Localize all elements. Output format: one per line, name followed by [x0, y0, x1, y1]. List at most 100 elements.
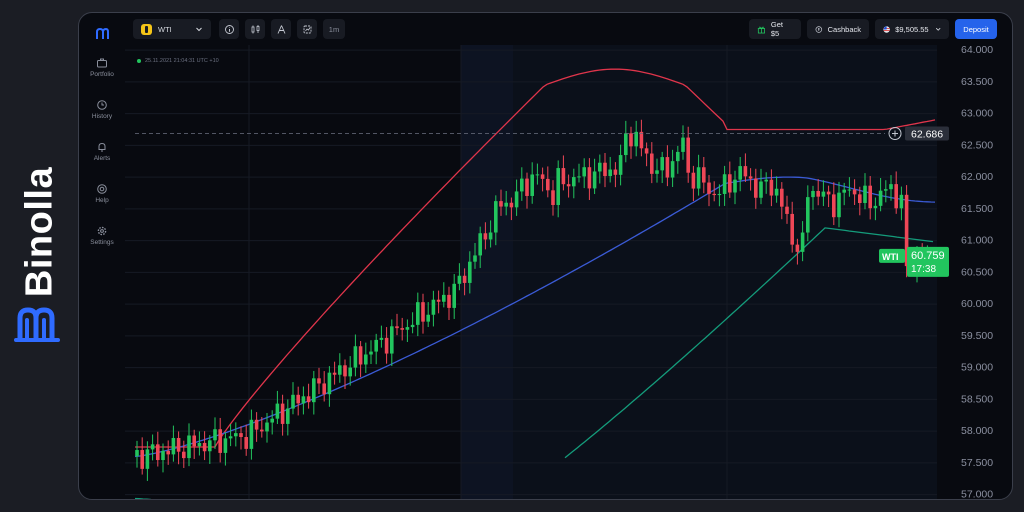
candle-body — [634, 131, 638, 147]
candle-body — [416, 302, 420, 325]
candle-body — [826, 191, 831, 195]
sidebar-item-portfolio[interactable]: Portfolio — [79, 57, 125, 78]
candle-body — [442, 294, 446, 302]
live-dot-icon — [137, 59, 141, 63]
price-axis-tick-label: 63.000 — [961, 108, 993, 120]
brand-name: Binolla — [18, 166, 61, 298]
balance-value: $9,505.55 — [895, 24, 929, 34]
candle-body — [743, 166, 748, 177]
price-axis-tick-label: 63.500 — [961, 76, 993, 88]
candle-body — [868, 185, 872, 209]
cashback-button[interactable]: Cashback — [807, 19, 869, 39]
candle-body — [405, 327, 410, 330]
candle-body — [332, 372, 337, 375]
candle-body — [306, 396, 311, 403]
candle-body — [483, 233, 488, 240]
candle-body — [780, 188, 784, 207]
candle-body — [686, 137, 690, 173]
timeframe-button[interactable]: 1m — [323, 19, 345, 39]
candle-body — [514, 191, 519, 208]
info-button[interactable] — [219, 19, 239, 39]
candle-body — [296, 394, 300, 404]
candle-body — [317, 378, 321, 384]
price-axis-tick-label: 60.500 — [961, 266, 993, 278]
upper-band-line — [135, 68, 936, 448]
candle-body — [338, 365, 342, 375]
gear-icon — [97, 226, 107, 236]
candle-body — [899, 194, 904, 209]
candle-body — [254, 419, 259, 430]
candle-body — [894, 184, 898, 209]
get-bonus-button[interactable]: Get $5 — [749, 19, 801, 39]
candle-body — [364, 354, 368, 365]
candle-body — [353, 346, 358, 368]
sidebar-item-alerts[interactable]: Alerts — [79, 141, 125, 162]
candle-body — [197, 442, 202, 447]
brand-panel: Binolla — [0, 0, 78, 512]
candle-body — [400, 328, 404, 330]
candle-body — [286, 408, 290, 424]
sidebar-item-settings[interactable]: Settings — [79, 225, 125, 246]
candle-body — [145, 449, 150, 469]
get-bonus-label: Get $5 — [770, 20, 783, 38]
sidebar-item-label: History — [91, 113, 113, 120]
candle-body — [613, 169, 618, 175]
candle-body — [525, 178, 529, 196]
sidebar-item-history[interactable]: History — [79, 99, 125, 120]
current-price-label: 60.759 — [911, 250, 945, 262]
candle-body — [551, 190, 555, 205]
price-axis-tick-label: 58.000 — [961, 425, 993, 437]
candle-body — [587, 167, 592, 189]
timestamp-text: 25.11.2021 21:04:31 UTC +10 — [145, 58, 219, 64]
sidebar-item-help[interactable]: Help — [79, 183, 125, 204]
candle-body — [852, 189, 857, 195]
add-alert-icon — [888, 127, 902, 141]
candle-body — [499, 201, 503, 207]
candle-body — [234, 433, 238, 437]
candle-body — [665, 157, 670, 178]
candle-body — [624, 133, 628, 156]
candle-body — [509, 202, 514, 208]
candle-body — [572, 177, 576, 187]
candle-body — [312, 378, 316, 403]
price-chart[interactable]: 64.000 63.500 63.000 62.500 62.000 61.500 61.0… — [125, 45, 1012, 499]
candle-body — [280, 403, 285, 424]
account-balance-selector[interactable]: $9,505.55 — [875, 19, 949, 39]
candle-body — [806, 197, 810, 233]
candle-body — [842, 189, 846, 193]
price-axis-tick-label: 60.000 — [961, 298, 993, 310]
price-axis-tick-label: 62.500 — [961, 139, 993, 151]
candle-body — [816, 190, 820, 197]
candle-body — [702, 167, 706, 183]
candle-body — [426, 314, 430, 322]
current-price-box — [907, 246, 949, 277]
sidebar: Portfolio History Alerts Help Settings — [79, 13, 125, 499]
info-icon — [224, 24, 234, 34]
candle-body — [468, 261, 472, 283]
candle-body — [603, 162, 607, 177]
candle-body — [228, 436, 233, 439]
asset-selector[interactable]: WTI — [133, 19, 211, 39]
candle-body — [712, 193, 716, 196]
candle-body — [140, 450, 144, 469]
sidebar-item-label: Settings — [90, 239, 114, 246]
price-axis-tick-label: 61.000 — [961, 235, 993, 247]
candle-body — [327, 372, 332, 395]
chart-type-button[interactable] — [245, 19, 265, 39]
candle-body — [431, 299, 436, 315]
candle-body — [800, 232, 805, 252]
price-axis-tick-label: 59.500 — [961, 330, 993, 342]
candle-body — [722, 174, 727, 194]
drawing-tools-button[interactable] — [271, 19, 291, 39]
candle-body — [488, 232, 493, 240]
candle-body — [187, 435, 191, 459]
cashback-icon — [815, 25, 823, 33]
candle-body — [795, 244, 800, 252]
candle-body — [556, 168, 560, 205]
candle-body — [275, 403, 280, 419]
candle-body — [676, 151, 680, 162]
indicators-button[interactable] — [297, 19, 317, 39]
deposit-button[interactable]: Deposit — [955, 19, 997, 39]
chart-canvas: 64.000 63.500 63.000 62.500 62.000 61.500 61.0… — [125, 45, 993, 499]
chart-timestamp: 25.11.2021 21:04:31 UTC +10 — [137, 58, 219, 64]
